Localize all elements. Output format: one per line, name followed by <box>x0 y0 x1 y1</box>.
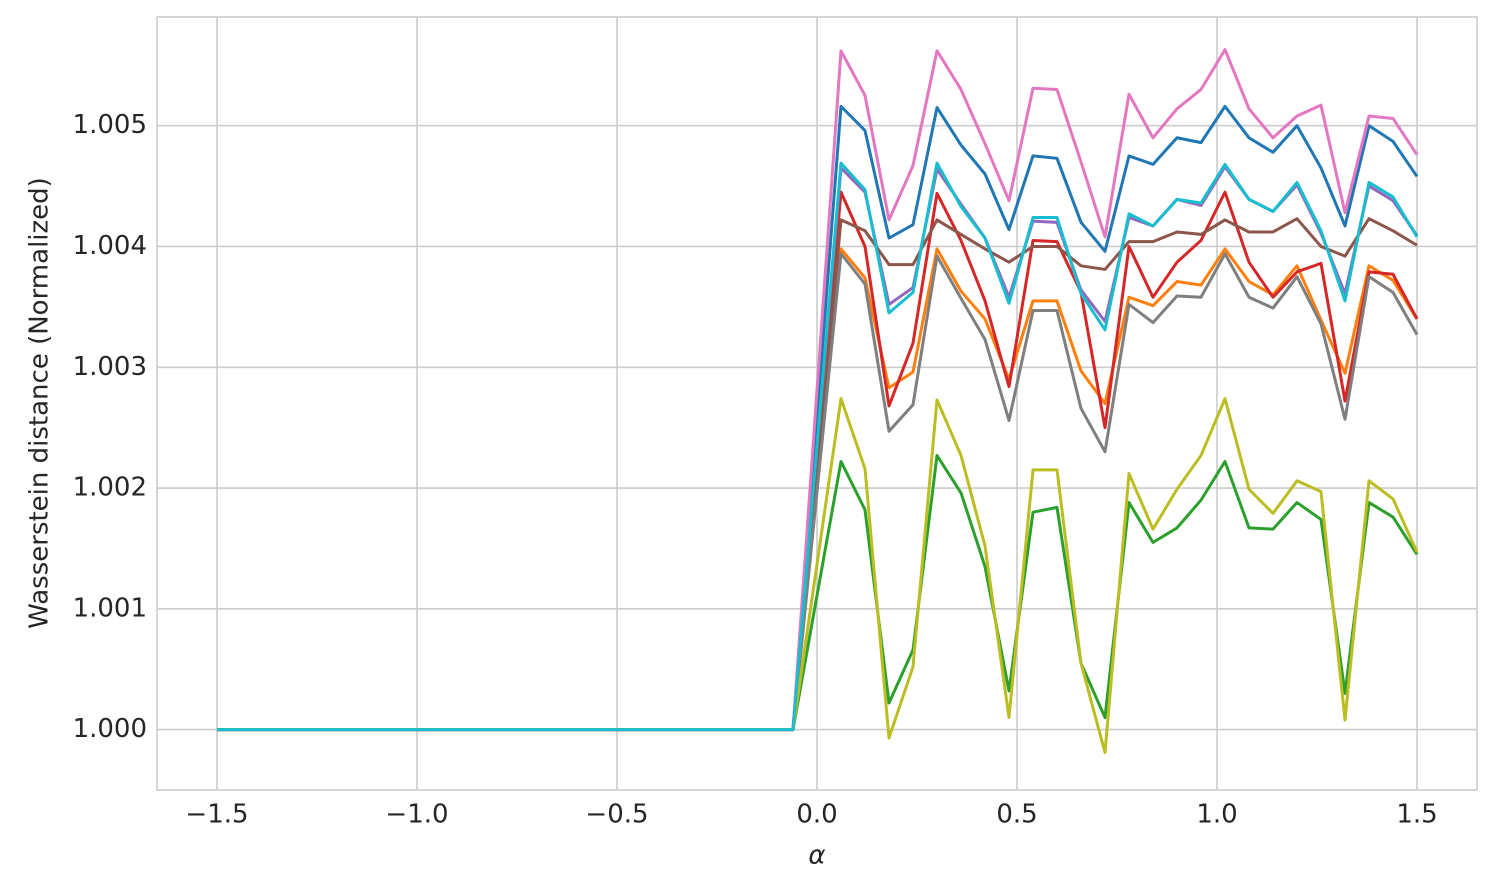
y-tick-label: 1.004 <box>73 231 147 261</box>
x-tick-label: 1.5 <box>1396 800 1437 830</box>
y-tick-label: 1.002 <box>73 473 147 503</box>
series-line <box>217 161 1419 732</box>
x-tick-label: 1.0 <box>1196 800 1237 830</box>
y-axis-label: Wasserstein distance (Normalized) <box>25 177 55 629</box>
y-tick-label: 1.001 <box>73 593 147 623</box>
y-tick-label: 1.003 <box>73 352 147 382</box>
x-axis-label: α <box>808 841 825 871</box>
y-tick-label: 1.000 <box>73 714 147 744</box>
x-tick-label: −0.5 <box>585 800 648 830</box>
x-tick-label: 0.0 <box>796 800 837 830</box>
x-tick-label: −1.0 <box>385 800 448 830</box>
plot-frame <box>156 16 1478 791</box>
x-tick-label: −1.5 <box>185 800 248 830</box>
y-tick-label: 1.005 <box>73 110 147 140</box>
x-tick-label: 0.5 <box>996 800 1037 830</box>
